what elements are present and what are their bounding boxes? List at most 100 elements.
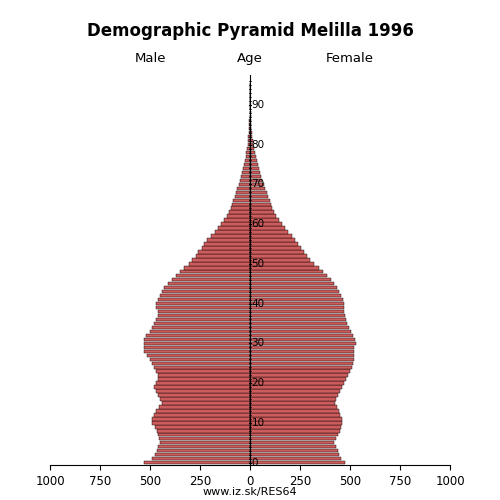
Bar xyxy=(250,298,343,302)
Bar xyxy=(238,186,250,190)
Text: 30: 30 xyxy=(252,338,264,348)
Bar xyxy=(250,290,339,294)
Text: 60: 60 xyxy=(252,219,264,229)
Bar xyxy=(154,413,250,416)
Bar xyxy=(250,390,340,392)
Bar xyxy=(160,441,250,444)
Bar xyxy=(144,461,250,464)
Text: 80: 80 xyxy=(252,140,264,149)
Bar xyxy=(250,198,270,202)
Bar xyxy=(247,147,250,150)
Bar xyxy=(236,190,250,194)
Bar xyxy=(242,170,250,174)
Bar xyxy=(250,178,262,182)
Bar xyxy=(250,159,256,162)
Bar xyxy=(250,445,336,448)
Bar xyxy=(246,155,250,158)
Text: 0: 0 xyxy=(252,458,258,468)
Bar xyxy=(250,115,251,118)
Bar xyxy=(196,254,250,258)
Bar xyxy=(158,394,250,396)
Bar xyxy=(154,322,250,325)
Bar xyxy=(250,230,288,234)
Bar xyxy=(250,186,265,190)
Bar xyxy=(250,147,254,150)
Bar xyxy=(162,290,250,294)
Bar xyxy=(250,449,338,452)
Bar xyxy=(250,437,336,440)
Bar xyxy=(250,218,279,222)
Bar xyxy=(250,374,348,377)
Bar xyxy=(250,238,295,242)
Bar xyxy=(250,338,355,341)
Bar xyxy=(250,222,282,226)
Bar xyxy=(250,425,341,428)
Bar xyxy=(250,314,345,317)
Bar xyxy=(204,242,250,246)
Bar xyxy=(250,163,258,166)
Bar xyxy=(168,282,250,286)
Bar xyxy=(250,302,344,306)
Bar xyxy=(152,362,250,365)
Bar xyxy=(218,226,250,230)
Bar xyxy=(250,258,310,262)
Bar xyxy=(250,326,349,329)
Bar xyxy=(250,214,276,218)
Bar xyxy=(156,370,250,373)
Bar xyxy=(158,433,250,436)
Bar xyxy=(250,366,352,369)
Bar xyxy=(250,306,344,310)
Bar xyxy=(250,274,327,278)
Bar xyxy=(159,437,250,440)
Bar xyxy=(207,238,250,242)
Bar xyxy=(250,318,346,321)
Bar xyxy=(250,386,342,389)
Bar xyxy=(227,214,250,218)
Bar xyxy=(156,390,250,392)
Bar xyxy=(160,398,250,400)
Bar xyxy=(152,417,250,420)
Bar xyxy=(250,250,304,254)
Bar xyxy=(248,139,250,142)
Bar xyxy=(250,139,252,142)
Bar xyxy=(250,127,252,130)
Bar xyxy=(232,202,250,206)
Bar xyxy=(249,123,250,126)
Bar xyxy=(250,398,336,400)
Bar xyxy=(162,402,250,404)
Bar xyxy=(146,334,250,337)
Bar xyxy=(224,218,250,222)
Bar xyxy=(250,194,268,198)
Bar xyxy=(250,429,340,432)
Bar xyxy=(239,182,250,186)
Bar xyxy=(250,441,334,444)
Bar xyxy=(250,334,353,337)
Bar xyxy=(250,242,298,246)
Bar xyxy=(164,286,250,290)
Bar xyxy=(250,421,342,424)
Bar xyxy=(211,234,250,238)
Bar xyxy=(147,354,250,357)
Bar xyxy=(160,294,250,298)
Bar xyxy=(250,131,252,134)
Bar xyxy=(245,159,250,162)
Bar xyxy=(250,210,274,214)
Bar xyxy=(180,270,250,274)
Bar xyxy=(156,318,250,321)
Bar xyxy=(250,246,302,250)
Bar xyxy=(250,182,264,186)
Bar xyxy=(150,330,250,333)
Bar xyxy=(250,330,351,333)
Bar xyxy=(250,378,346,381)
Text: 50: 50 xyxy=(252,259,264,269)
Bar xyxy=(158,314,250,317)
Bar xyxy=(152,457,250,460)
Bar xyxy=(144,338,250,341)
Bar xyxy=(158,378,250,381)
Bar xyxy=(158,445,250,448)
Bar xyxy=(250,402,335,404)
Bar xyxy=(250,166,258,170)
Text: 40: 40 xyxy=(252,298,264,308)
Bar xyxy=(156,306,250,310)
Bar xyxy=(221,222,250,226)
